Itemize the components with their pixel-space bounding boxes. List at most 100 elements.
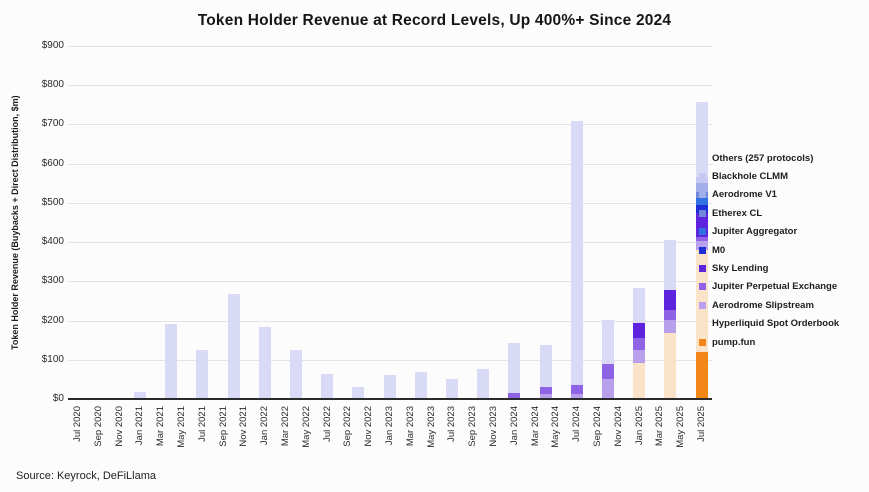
x-tick-label: Jan 2023 <box>384 406 395 446</box>
bar-segment-jupiter-perpetual-exchange <box>539 386 552 395</box>
legend-item: Jupiter Perpetual Exchange <box>699 278 839 296</box>
legend-item-label: Jupiter Perpetual Exchange <box>712 281 838 293</box>
y-tick-label: $100 <box>41 353 64 365</box>
bar-apr-2024 <box>539 344 552 399</box>
legend-swatch <box>699 265 706 273</box>
bar-oct-2022 <box>352 386 365 399</box>
gridline <box>68 242 712 244</box>
legend-item-label: Hyperliquid Spot Orderbook <box>712 318 840 330</box>
gridline <box>68 46 712 47</box>
x-tick-label: Jul 2020 <box>72 406 83 442</box>
x-tick-label: Mar 2025 <box>654 406 666 447</box>
legend-item: Jupiter Aggregator <box>699 223 839 241</box>
bar-segment-m0 <box>695 204 708 214</box>
x-tick-label: May 2025 <box>675 406 687 448</box>
x-tick-label: Sep 2020 <box>92 406 104 447</box>
legend-swatch <box>699 191 706 199</box>
legend: Others (257 protocols) Blackhole CLMM Aero… <box>699 149 839 351</box>
bar-jul-2024 <box>570 120 583 399</box>
x-tick-label: May 2021 <box>176 406 187 448</box>
bar-segment-sky-lending <box>633 323 646 339</box>
bar-jan-2025 <box>633 288 646 399</box>
bar-segment-others-257-protocols- <box>414 372 427 399</box>
legend-item: Aerodrome Slipstream <box>699 296 839 314</box>
bar-segment-others-257-protocols- <box>601 320 614 364</box>
y-tick-label: $600 <box>41 157 64 169</box>
legend-swatch <box>699 283 706 291</box>
legend-swatch <box>699 320 706 328</box>
bar-jul-2023 <box>445 378 458 399</box>
bar-segment-jupiter-perpetual-exchange <box>633 338 646 350</box>
x-tick-label: Mar 2021 <box>155 406 167 447</box>
bar-jan-2021 <box>133 391 146 399</box>
x-tick-label: Nov 2020 <box>113 406 125 447</box>
bar-segment-sky-lending <box>664 289 677 310</box>
y-tick-label: $0 <box>52 393 64 404</box>
bar-segment-others-257-protocols- <box>352 386 365 399</box>
legend-item: M0 <box>699 241 839 259</box>
bar-segment-others-257-protocols- <box>570 120 583 385</box>
bar-segment-jupiter-aggregator <box>695 198 708 205</box>
legend-item: pump.fun <box>699 333 839 351</box>
bar-oct-2023 <box>477 368 490 399</box>
x-tick-label: May 2023 <box>425 406 437 448</box>
legend-item: Blackhole CLMM <box>699 167 839 185</box>
x-tick-label: Jul 2024 <box>571 406 583 442</box>
bar-segment-others-257-protocols- <box>258 327 271 399</box>
legend-swatch <box>699 338 706 346</box>
bar-oct-2021 <box>227 293 240 399</box>
legend-item-label: Aerodrome Slipstream <box>712 299 814 311</box>
y-tick-label: $400 <box>41 236 64 248</box>
x-tick-label: Nov 2023 <box>488 406 499 447</box>
chart-title: Token Holder Revenue at Record Levels, U… <box>197 12 672 29</box>
legend-item-label: Sky Lending <box>712 263 769 275</box>
bar-apr-2022 <box>289 349 302 399</box>
legend-swatch <box>699 246 706 254</box>
x-tick-label: Jul 2023 <box>446 406 458 442</box>
x-tick-label: Mar 2024 <box>529 406 541 447</box>
bar-oct-2024 <box>601 320 614 399</box>
y-tick-label: $700 <box>41 118 64 130</box>
x-tick-label: Jul 2022 <box>321 406 333 442</box>
legend-item-label: Jupiter Aggregator <box>712 226 798 238</box>
gridline <box>68 85 712 87</box>
bar-jul-2022 <box>321 373 334 399</box>
x-tick-label: Nov 2021 <box>238 406 250 447</box>
bar-segment-aerodrome-slipstream <box>695 240 708 250</box>
legend-item: Etherex CL <box>699 204 839 222</box>
bar-segment-jupiter-perpetual-exchange <box>695 236 708 241</box>
y-tick-label: $500 <box>41 196 64 208</box>
bar-segment-aerodrome-slipstream <box>633 349 646 364</box>
gridline <box>68 320 712 322</box>
bar-segment-others-257-protocols- <box>664 239 677 290</box>
gridline <box>68 163 712 165</box>
bar-segment-aerodrome-slipstream <box>539 394 552 399</box>
bar-apr-2025 <box>664 239 677 399</box>
legend-item-label: Blackhole CLMM <box>712 171 789 183</box>
x-tick-label: Jan 2021 <box>134 406 146 446</box>
bar-segment-others-257-protocols- <box>477 368 490 399</box>
bar-apr-2021 <box>165 324 178 399</box>
legend-item-label: Others (257 protocols) <box>712 152 814 164</box>
source-note: Source: Keyrock, DeFiLlama <box>16 470 156 482</box>
bar-segment-others-257-protocols- <box>321 373 334 399</box>
bar-segment-others-257-protocols- <box>539 344 552 387</box>
x-axis-line <box>68 398 712 400</box>
legend-swatch <box>699 209 706 217</box>
x-tick-label: Sep 2021 <box>217 406 229 447</box>
bar-segment-others-257-protocols- <box>133 391 146 399</box>
bar-jul-2021 <box>196 349 209 399</box>
y-tick-label: $300 <box>41 275 64 287</box>
x-tick-label: Jul 2021 <box>196 406 208 442</box>
gridline <box>68 202 712 204</box>
gridline <box>68 359 712 361</box>
x-tick-label: Jan 2024 <box>508 406 520 446</box>
bar-jan-2023 <box>383 375 396 399</box>
legend-swatch <box>699 154 706 162</box>
legend-item-label: Aerodrome V1 <box>712 189 777 201</box>
bar-segment-others-257-protocols- <box>633 288 646 324</box>
bar-segment-others-257-protocols- <box>383 375 396 399</box>
bar-segment-others-257-protocols- <box>165 324 178 399</box>
